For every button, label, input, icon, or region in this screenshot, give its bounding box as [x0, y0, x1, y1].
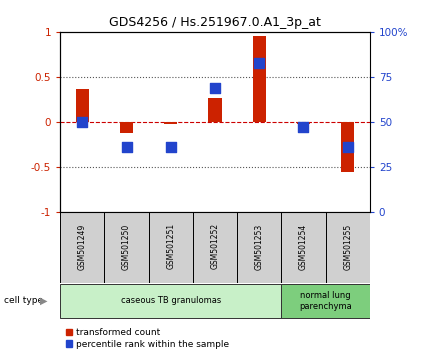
Text: GSM501251: GSM501251: [166, 223, 175, 269]
Text: GSM501254: GSM501254: [299, 223, 308, 269]
Text: GSM501249: GSM501249: [78, 223, 87, 269]
Bar: [60, 212, 104, 283]
Text: ▶: ▶: [40, 296, 47, 306]
Text: GSM501253: GSM501253: [255, 223, 264, 269]
Point: [79, 119, 86, 125]
Title: GDS4256 / Hs.251967.0.A1_3p_at: GDS4256 / Hs.251967.0.A1_3p_at: [109, 16, 321, 29]
Bar: [281, 212, 326, 283]
Bar: [120, 122, 133, 133]
Bar: [193, 212, 237, 283]
Bar: [326, 212, 370, 283]
Point: [167, 144, 174, 149]
Text: cell type: cell type: [4, 296, 43, 306]
Bar: [164, 122, 178, 124]
Bar: [297, 122, 310, 124]
Text: GSM501250: GSM501250: [122, 223, 131, 269]
Bar: [341, 122, 354, 172]
Bar: [149, 212, 193, 283]
Point: [256, 61, 263, 66]
Bar: [281, 284, 370, 318]
Point: [300, 124, 307, 130]
Point: [123, 144, 130, 149]
Bar: [76, 89, 89, 122]
Bar: [60, 284, 281, 318]
Bar: [104, 212, 149, 283]
Text: GSM501255: GSM501255: [343, 223, 352, 269]
Bar: [209, 98, 221, 122]
Bar: [252, 36, 266, 122]
Point: [212, 85, 218, 91]
Text: GSM501252: GSM501252: [211, 223, 219, 269]
Text: normal lung
parenchyma: normal lung parenchyma: [299, 291, 352, 310]
Point: [344, 144, 351, 149]
Bar: [237, 212, 281, 283]
Text: caseous TB granulomas: caseous TB granulomas: [121, 296, 221, 306]
Legend: transformed count, percentile rank within the sample: transformed count, percentile rank withi…: [64, 327, 230, 349]
